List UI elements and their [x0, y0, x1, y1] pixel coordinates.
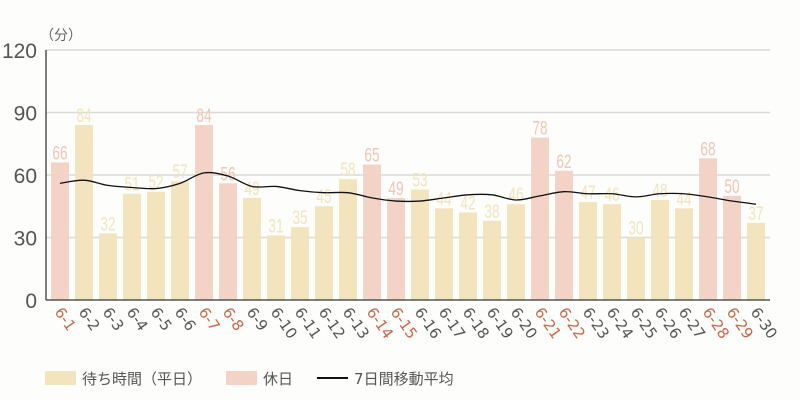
weekday-bar: [171, 181, 189, 300]
bar-value-label: 49: [388, 178, 403, 200]
bar-value-label: 84: [196, 105, 211, 127]
x-axis-ticks: 6-16-26-36-46-56-66-76-86-96-106-116-126…: [51, 304, 781, 342]
bar-value-label: 47: [580, 182, 595, 204]
weekday-bar: [411, 189, 429, 300]
y-tick-label: 60: [14, 165, 37, 188]
legend-item-holiday: 休日: [226, 368, 293, 389]
legend-holiday-label: 休日: [263, 369, 294, 388]
bar-value-label: 35: [292, 207, 307, 229]
bar-value-label: 37: [748, 203, 763, 225]
x-tick-label: 6-6: [171, 304, 200, 334]
x-tick-label: 6-5: [147, 304, 176, 334]
weekday-bar: [627, 237, 645, 300]
weekday-bar: [315, 206, 333, 300]
weekday-bar: [459, 212, 477, 300]
x-tick-label: 6-7: [195, 304, 224, 334]
holiday-bar: [723, 195, 741, 300]
weekday-bar: [675, 208, 693, 300]
y-axis-unit-label: （分）: [40, 28, 82, 44]
bar-value-label: 58: [340, 159, 355, 181]
holiday-bar: [531, 137, 549, 300]
bar-value-label: 51: [124, 174, 139, 196]
bar-value-label: 50: [724, 176, 739, 198]
y-tick-label: 0: [25, 290, 37, 313]
x-tick-label: 6-1: [51, 304, 80, 334]
holiday-bar: [387, 197, 405, 300]
weekday-bar: [243, 197, 261, 300]
weekday-bar: [603, 204, 621, 300]
bar-value-label: 44: [436, 188, 451, 210]
weekday-bar: [99, 233, 117, 300]
weekday-bar: [507, 204, 525, 300]
holiday-swatch: [226, 371, 258, 385]
weekday-bar: [747, 222, 765, 300]
bar-value-label: 45: [316, 186, 331, 208]
holiday-bar: [363, 164, 381, 300]
weekday-bar: [75, 125, 93, 300]
legend-item-weekday: 待ち時間（平日）: [45, 368, 202, 389]
bar-value-label: 46: [508, 184, 523, 206]
grid-lines: [46, 49, 770, 239]
holiday-bar: [699, 158, 717, 300]
legend-weekday-label: 待ち時間（平日）: [82, 369, 203, 388]
bar-value-label: 31: [268, 215, 283, 237]
average-line-swatch: [317, 377, 349, 379]
weekday-bar: [267, 235, 285, 300]
x-tick-label: 6-8: [219, 304, 248, 334]
bar-value-label: 56: [220, 163, 235, 185]
bar-value-label: 32: [100, 213, 115, 235]
bar-value-label: 65: [364, 144, 379, 166]
weekday-swatch: [45, 371, 76, 385]
bar-value-label: 52: [148, 171, 163, 193]
weekday-bar: [651, 200, 669, 300]
weekday-bar: [435, 208, 453, 300]
bar-value-label: 68: [700, 138, 715, 160]
bar-value-label: 78: [532, 117, 547, 139]
bar-value-label: 49: [244, 178, 259, 200]
bar-value-label: 62: [556, 151, 571, 173]
y-tick-label: 90: [14, 103, 37, 126]
bar-value-label: 30: [628, 217, 643, 239]
x-tick-label: 6-3: [99, 304, 128, 334]
bar-value-label: 44: [676, 188, 691, 210]
x-tick-label: 6-4: [123, 304, 152, 334]
holiday-bar: [51, 162, 69, 300]
holiday-bar: [195, 125, 213, 300]
axes: [45, 50, 770, 301]
bar-value-label: 46: [604, 184, 619, 206]
bar-value-label: 38: [484, 201, 499, 223]
legend: 待ち時間（平日） 休日 7日間移動平均: [45, 368, 478, 388]
bar-value-label: 66: [52, 142, 67, 164]
weekday-bar: [483, 220, 501, 300]
bars: [51, 125, 765, 300]
legend-average-label: 7日間移動平均: [354, 369, 454, 388]
weekday-bar: [291, 227, 309, 300]
bar-value-label: 48: [652, 180, 667, 202]
weekday-bar: [339, 179, 357, 300]
x-tick-label: 6-9: [243, 304, 272, 334]
y-axis-ticks: 0 30 60 90 120: [2, 40, 37, 313]
x-tick-label: 6-2: [75, 304, 104, 334]
weekday-bar: [123, 193, 141, 300]
bar-value-label: 84: [76, 105, 91, 127]
bar-value-label: 53: [412, 169, 427, 191]
moving-average-line: [59, 171, 757, 205]
weekday-bar: [579, 202, 597, 300]
holiday-bar: [219, 183, 237, 300]
weekday-bar: [147, 191, 165, 300]
legend-item-average: 7日間移動平均: [317, 368, 454, 389]
holiday-bar: [555, 170, 573, 300]
y-tick-label: 120: [2, 40, 37, 63]
bar-value-label: 57: [172, 161, 187, 183]
bar-value-label: 42: [460, 192, 475, 214]
y-tick-label: 30: [14, 228, 37, 251]
